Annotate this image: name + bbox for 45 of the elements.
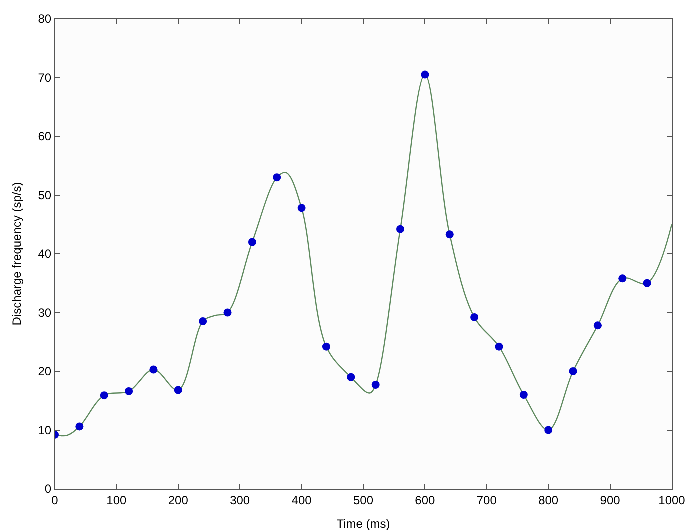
x-tick-label: 700 xyxy=(476,493,498,508)
y-tick-label: 50 xyxy=(38,188,52,202)
y-tick-label: 70 xyxy=(38,70,52,85)
x-tick-label: 400 xyxy=(292,493,312,508)
point xyxy=(125,387,134,396)
y-tick-label: 10 xyxy=(38,423,52,438)
point xyxy=(347,373,356,382)
x-axis-title: Time (ms) xyxy=(336,517,390,531)
x-tick-label: 200 xyxy=(168,493,189,508)
point xyxy=(76,422,84,431)
point xyxy=(446,230,454,239)
y-tick-label: 40 xyxy=(38,247,52,262)
x-tick-label: 300 xyxy=(230,493,250,508)
point xyxy=(520,391,528,399)
point xyxy=(224,308,232,317)
point xyxy=(298,204,306,212)
x-tick-label: 900 xyxy=(600,493,621,508)
point xyxy=(594,322,602,330)
point xyxy=(421,70,430,79)
x-tick-label: 100 xyxy=(106,493,128,508)
point xyxy=(248,238,256,246)
point xyxy=(372,381,380,390)
point xyxy=(100,392,108,400)
y-tick-label: 80 xyxy=(38,12,52,26)
y-tick-label: 30 xyxy=(38,306,52,320)
x-tick-label: 600 xyxy=(415,493,436,508)
point xyxy=(322,342,330,351)
y-tick-label: 0 xyxy=(44,482,52,496)
y-axis-title: Discharge frequency (sp/s) xyxy=(10,182,24,326)
point xyxy=(544,426,553,434)
x-tick-label: 500 xyxy=(353,493,374,508)
x-tick-label: 800 xyxy=(538,493,559,508)
x-tick-label: 1000 xyxy=(658,493,686,508)
point xyxy=(569,368,578,376)
point xyxy=(495,342,504,351)
point xyxy=(470,313,479,322)
point xyxy=(396,225,405,234)
y-tick-label: 60 xyxy=(38,130,52,144)
point xyxy=(273,174,282,182)
point xyxy=(643,279,652,288)
point xyxy=(174,386,182,394)
point xyxy=(618,274,627,283)
point xyxy=(199,318,208,326)
y-tick-label: 20 xyxy=(38,364,52,379)
point xyxy=(150,366,158,374)
